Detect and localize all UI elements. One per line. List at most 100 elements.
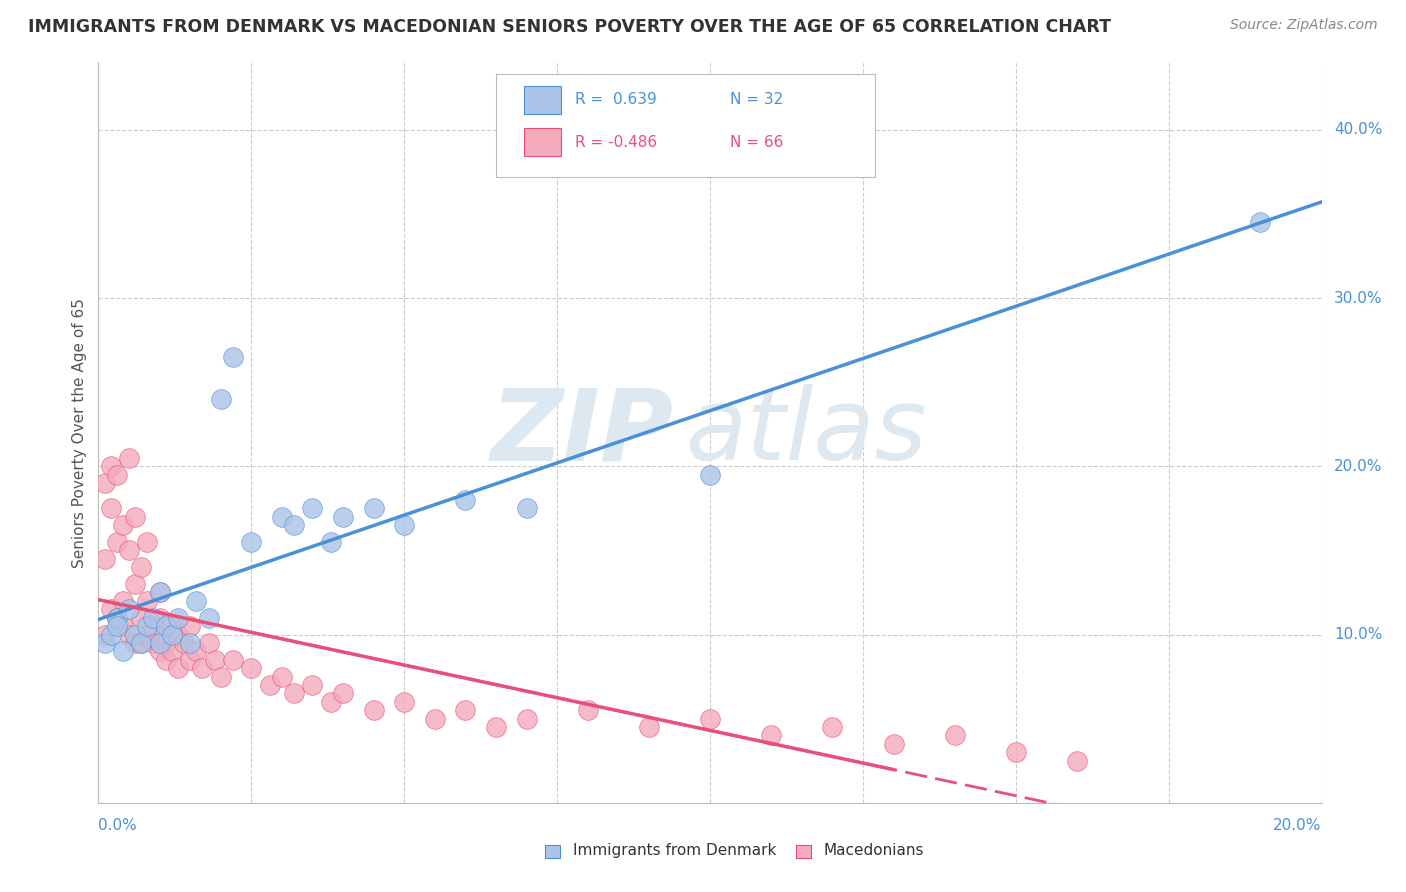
Point (111, 518, 134, 533)
Point (124, 577, 146, 591)
Point (637, 720, 661, 734)
Point (167, 661, 190, 675)
Point (821, 720, 844, 734)
Point (160, 627, 183, 641)
Point (124, 509, 146, 524)
Point (124, 636, 146, 650)
Point (155, 653, 177, 667)
Text: R =  0.639: R = 0.639 (575, 92, 657, 107)
Point (332, 509, 354, 524)
Text: N = 32: N = 32 (730, 92, 783, 107)
Point (93, 476, 115, 491)
Point (319, 535, 342, 549)
Point (142, 636, 165, 650)
Point (100, 459, 122, 474)
Text: 10.0%: 10.0% (1334, 627, 1382, 642)
Point (197, 636, 219, 650)
Point (93, 627, 115, 641)
Point (454, 703, 477, 717)
Point (105, 610, 128, 624)
Point (118, 602, 141, 616)
Text: Source: ZipAtlas.com: Source: ZipAtlas.com (1230, 18, 1378, 32)
Point (111, 619, 134, 633)
Point (516, 712, 538, 726)
Point (179, 653, 201, 667)
Text: Macedonians: Macedonians (824, 844, 924, 858)
Point (149, 636, 172, 650)
Point (149, 644, 172, 658)
Point (100, 627, 122, 641)
Point (105, 535, 128, 549)
Point (301, 678, 323, 692)
Text: R = -0.486: R = -0.486 (575, 135, 658, 150)
Point (240, 661, 263, 675)
FancyBboxPatch shape (796, 845, 811, 858)
Point (197, 610, 219, 624)
Point (363, 501, 385, 516)
Point (149, 610, 172, 624)
Point (943, 729, 966, 743)
Point (124, 627, 146, 641)
Y-axis label: Seniors Poverty Over the Age of 65: Seniors Poverty Over the Age of 65 (72, 298, 87, 567)
Text: atlas: atlas (686, 384, 927, 481)
FancyBboxPatch shape (546, 845, 561, 858)
Point (167, 610, 190, 624)
Point (392, 695, 416, 709)
Point (454, 492, 477, 507)
Point (93, 636, 115, 650)
Point (222, 350, 245, 364)
Point (283, 518, 305, 533)
Point (270, 509, 292, 524)
Point (516, 501, 538, 516)
FancyBboxPatch shape (524, 86, 561, 114)
Point (883, 737, 905, 751)
Point (576, 703, 599, 717)
Point (699, 467, 721, 482)
Point (423, 712, 446, 726)
Point (259, 678, 281, 692)
Text: 30.0%: 30.0% (1334, 291, 1382, 305)
Point (392, 518, 416, 533)
Point (100, 501, 122, 516)
Point (136, 594, 159, 608)
Text: 20.0%: 20.0% (1274, 818, 1322, 832)
Point (301, 501, 323, 516)
Point (129, 636, 152, 650)
Point (149, 585, 172, 599)
Point (105, 610, 128, 624)
Point (100, 602, 122, 616)
Point (1249, 215, 1271, 229)
Point (93, 551, 115, 566)
Point (485, 720, 508, 734)
Point (204, 653, 226, 667)
Point (149, 585, 172, 599)
Point (142, 619, 165, 633)
Point (136, 535, 159, 549)
Point (186, 644, 208, 658)
Point (118, 627, 141, 641)
Text: IMMIGRANTS FROM DENMARK VS MACEDONIAN SENIORS POVERTY OVER THE AGE OF 65 CORRELA: IMMIGRANTS FROM DENMARK VS MACEDONIAN SE… (28, 18, 1111, 36)
Point (186, 594, 208, 608)
Point (699, 712, 721, 726)
Point (155, 619, 177, 633)
Text: 0.0%: 0.0% (98, 818, 138, 832)
Point (105, 619, 128, 633)
Point (759, 729, 782, 743)
Point (111, 594, 134, 608)
Point (191, 661, 214, 675)
Text: Immigrants from Denmark: Immigrants from Denmark (572, 844, 776, 858)
Point (319, 695, 342, 709)
Point (129, 560, 152, 574)
Point (129, 636, 152, 650)
Point (209, 392, 232, 406)
Point (111, 644, 134, 658)
Point (363, 703, 385, 717)
Point (155, 636, 177, 650)
Point (179, 619, 201, 633)
Point (1004, 745, 1026, 759)
FancyBboxPatch shape (524, 128, 561, 156)
Point (136, 619, 159, 633)
Text: 40.0%: 40.0% (1334, 122, 1382, 137)
Point (240, 535, 263, 549)
Point (222, 653, 245, 667)
